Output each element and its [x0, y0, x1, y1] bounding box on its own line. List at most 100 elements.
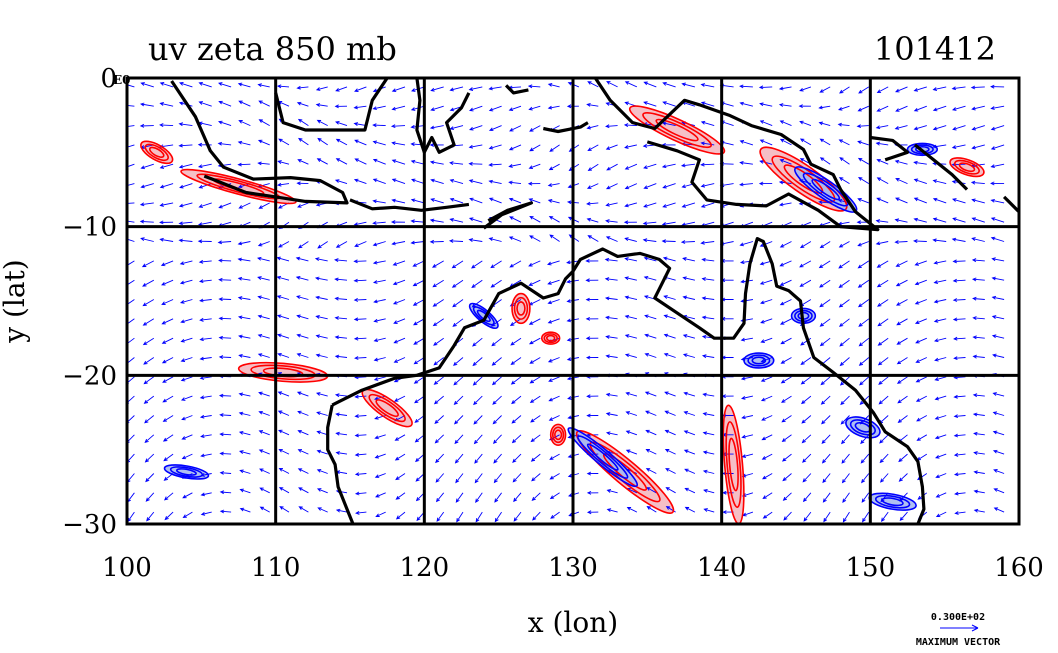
wind-vector — [643, 183, 657, 189]
wind-vector — [394, 395, 406, 402]
wind-vector — [433, 376, 444, 385]
positive-vorticity-contour — [140, 140, 174, 165]
wind-vector — [821, 415, 831, 425]
wind-vector — [127, 260, 135, 268]
wind-vector — [453, 376, 464, 386]
wind-vector — [530, 453, 541, 462]
wind-vector — [856, 124, 869, 129]
negative-vorticity-contour — [586, 443, 619, 471]
wind-vector — [624, 314, 638, 320]
wind-vector — [913, 105, 927, 112]
wind-vector — [335, 508, 348, 513]
wind-vector — [970, 180, 985, 185]
wind-vector — [431, 260, 444, 268]
wind-vector — [391, 241, 406, 246]
wind-vector — [646, 506, 657, 513]
wind-vector — [895, 86, 908, 93]
positive-vorticity-contour — [725, 421, 742, 508]
wind-vector — [296, 333, 309, 339]
wind-vector — [511, 415, 522, 424]
wind-vector — [278, 429, 290, 436]
wind-vector — [179, 183, 193, 189]
wind-vector — [159, 237, 174, 242]
wind-vector — [876, 86, 889, 93]
wind-vector — [879, 434, 889, 444]
positive-vorticity-contour — [655, 118, 699, 142]
positive-vorticity-contour — [554, 429, 563, 441]
wind-vector — [913, 217, 927, 223]
wind-vector — [953, 414, 966, 419]
wind-vector — [529, 235, 541, 242]
wind-vector — [257, 241, 270, 247]
wind-vector — [164, 511, 174, 521]
wind-vector — [258, 100, 270, 107]
wind-vector — [393, 318, 406, 324]
wind-vector — [316, 411, 328, 416]
wind-vector — [896, 318, 908, 326]
wind-vector — [314, 276, 328, 281]
wind-vector — [410, 198, 425, 204]
wind-vector — [296, 85, 309, 90]
wind-vector — [779, 279, 792, 286]
wind-vector — [159, 102, 174, 107]
wind-vector — [547, 105, 560, 110]
wind-vector — [390, 124, 406, 129]
wind-vector — [200, 511, 212, 516]
wind-vector — [779, 260, 792, 267]
wind-vector — [198, 259, 212, 264]
wind-vector — [238, 353, 251, 358]
wind-vector — [374, 473, 386, 479]
wind-vector — [842, 511, 850, 523]
wind-vector — [642, 221, 657, 226]
x-tick-label: 110 — [251, 553, 301, 583]
negative-vorticity-region — [164, 464, 209, 479]
x-tick-label: 130 — [548, 553, 598, 583]
wind-vector — [585, 297, 599, 302]
wind-vector — [469, 125, 483, 131]
y-axis-label: y (lat) — [0, 259, 31, 343]
x-tick-label: 160 — [994, 553, 1044, 583]
lat-lon-grid — [127, 78, 1019, 524]
wind-vector — [509, 260, 522, 268]
wind-vector — [684, 468, 696, 474]
wind-vector — [334, 179, 348, 185]
wind-vector — [625, 411, 638, 416]
positive-vorticity-contour — [728, 437, 739, 492]
wind-vector — [257, 295, 270, 300]
negative-vorticity-contour — [910, 144, 934, 155]
wind-vector — [700, 183, 715, 188]
wind-vector — [990, 198, 1005, 204]
wind-vector — [933, 279, 947, 284]
wind-vector — [802, 453, 812, 463]
wind-vector — [549, 453, 560, 460]
wind-vector — [453, 415, 464, 425]
wind-vector — [819, 86, 831, 93]
wind-vector — [434, 415, 445, 425]
wind-vector — [334, 393, 348, 398]
wind-vector — [508, 163, 522, 168]
wind-vector — [317, 241, 328, 249]
wind-vector — [218, 393, 232, 398]
wind-vector — [842, 492, 850, 503]
wind-vector — [861, 473, 870, 484]
wind-vector — [198, 279, 212, 284]
wind-vector — [720, 278, 734, 283]
wind-vector — [143, 376, 155, 385]
wind-vector — [278, 241, 290, 248]
wind-vector — [700, 162, 715, 167]
wind-vector — [953, 394, 966, 399]
wind-vector — [720, 258, 734, 263]
wind-vector — [971, 217, 985, 223]
wind-vector — [742, 511, 754, 517]
wind-vector — [452, 318, 464, 327]
wind-vector — [276, 256, 290, 262]
wind-vector — [644, 391, 657, 397]
wind-vector — [531, 473, 541, 482]
wind-vector — [915, 357, 927, 363]
wind-vector — [701, 277, 715, 281]
wind-vector — [858, 357, 870, 366]
wind-vector — [644, 352, 657, 358]
wind-vector — [335, 431, 348, 436]
wind-vector — [643, 202, 657, 208]
